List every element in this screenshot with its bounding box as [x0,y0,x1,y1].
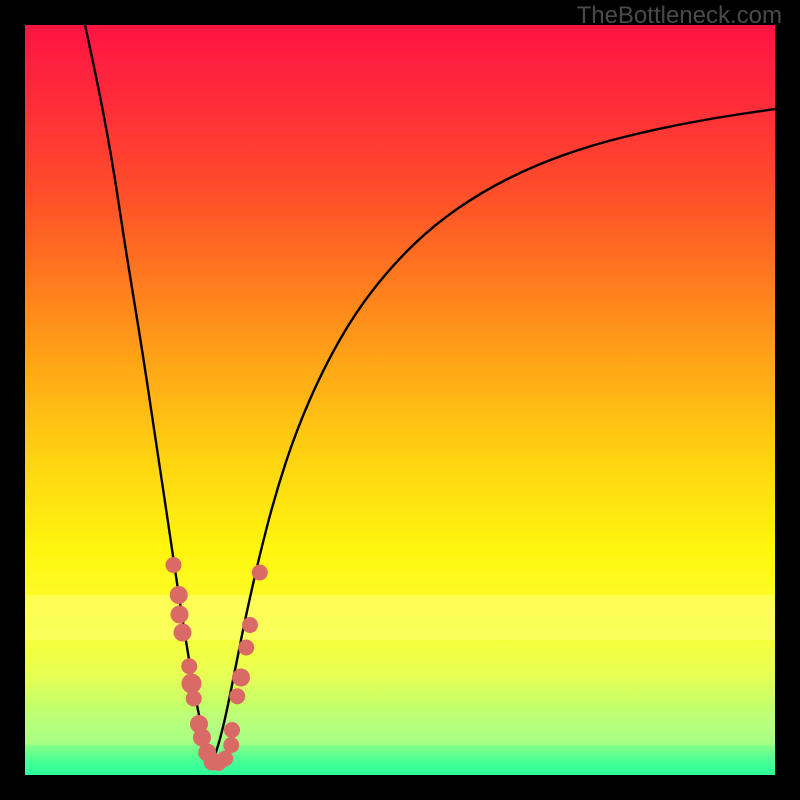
data-point-left [174,624,192,642]
data-point-left [170,586,188,604]
watermark-text: TheBottleneck.com [577,2,782,30]
overlay-band [25,711,775,745]
data-point-right [229,688,245,704]
data-point-right [242,617,258,633]
plot-svg [25,25,775,775]
data-point-left [171,606,189,624]
overlay-band [25,595,775,640]
data-point-right [252,565,268,581]
data-point-right [232,669,250,687]
data-point-left [181,658,197,674]
data-point-left [186,691,202,707]
chart-frame: TheBottleneck.com [0,0,800,800]
data-point-left [166,557,182,573]
data-point-right [224,722,240,738]
plot-area [25,25,775,775]
data-point-right [223,737,239,753]
data-point-right [238,640,254,656]
data-point-left [182,674,202,694]
gradient-background [25,25,775,775]
